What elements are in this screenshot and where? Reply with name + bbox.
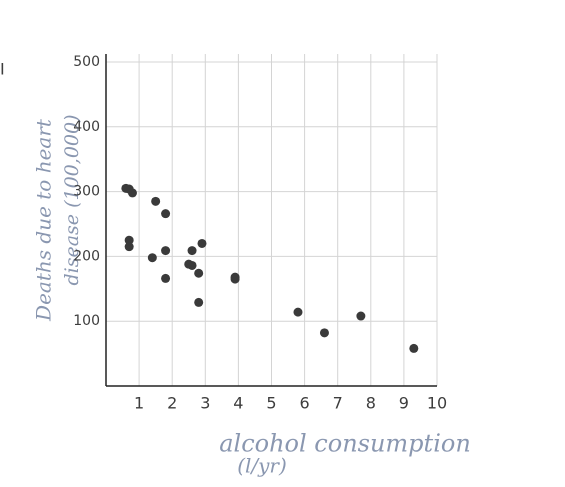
y-tick-label: 200 [73,248,100,264]
x-tick-label: 8 [366,394,376,413]
point [151,196,161,206]
x-tick-label: 1 [134,394,144,413]
point [409,343,419,353]
point [161,209,171,219]
point [161,246,171,256]
x-tick-label: 10 [427,394,447,413]
x-tick-label: 9 [399,394,409,413]
point [194,297,204,307]
x-tick-label: 3 [200,394,210,413]
point [161,273,171,283]
x-tick-label: 6 [300,394,310,413]
y-label: Deaths due to heart [32,118,56,322]
point [356,311,366,321]
point [187,246,197,256]
y-tick-label: 400 [73,119,100,135]
point [124,242,134,252]
point [124,235,134,245]
point [194,268,204,278]
x-label-unit: (l/yr) [237,454,287,478]
point [147,253,157,263]
point [230,274,240,284]
x-label: alcohol consumption [219,430,471,458]
x-tick-label: 7 [333,394,343,413]
y-tick-label: 300 [73,184,100,200]
point [197,238,207,248]
y-label-2: disease (100,000) [61,115,83,286]
point [319,328,329,338]
point [187,260,197,270]
margin-mark: I [0,60,5,79]
point [293,307,303,317]
x-tick-label: 2 [167,394,177,413]
x-tick-label: 4 [233,394,243,413]
y-axis-label: Deaths due to heart disease (100,000) [32,115,84,322]
x-tick-label: 5 [266,394,276,413]
y-tick-label: 100 [73,313,100,329]
y-tick-label: 500 [73,54,100,70]
point [127,188,137,198]
